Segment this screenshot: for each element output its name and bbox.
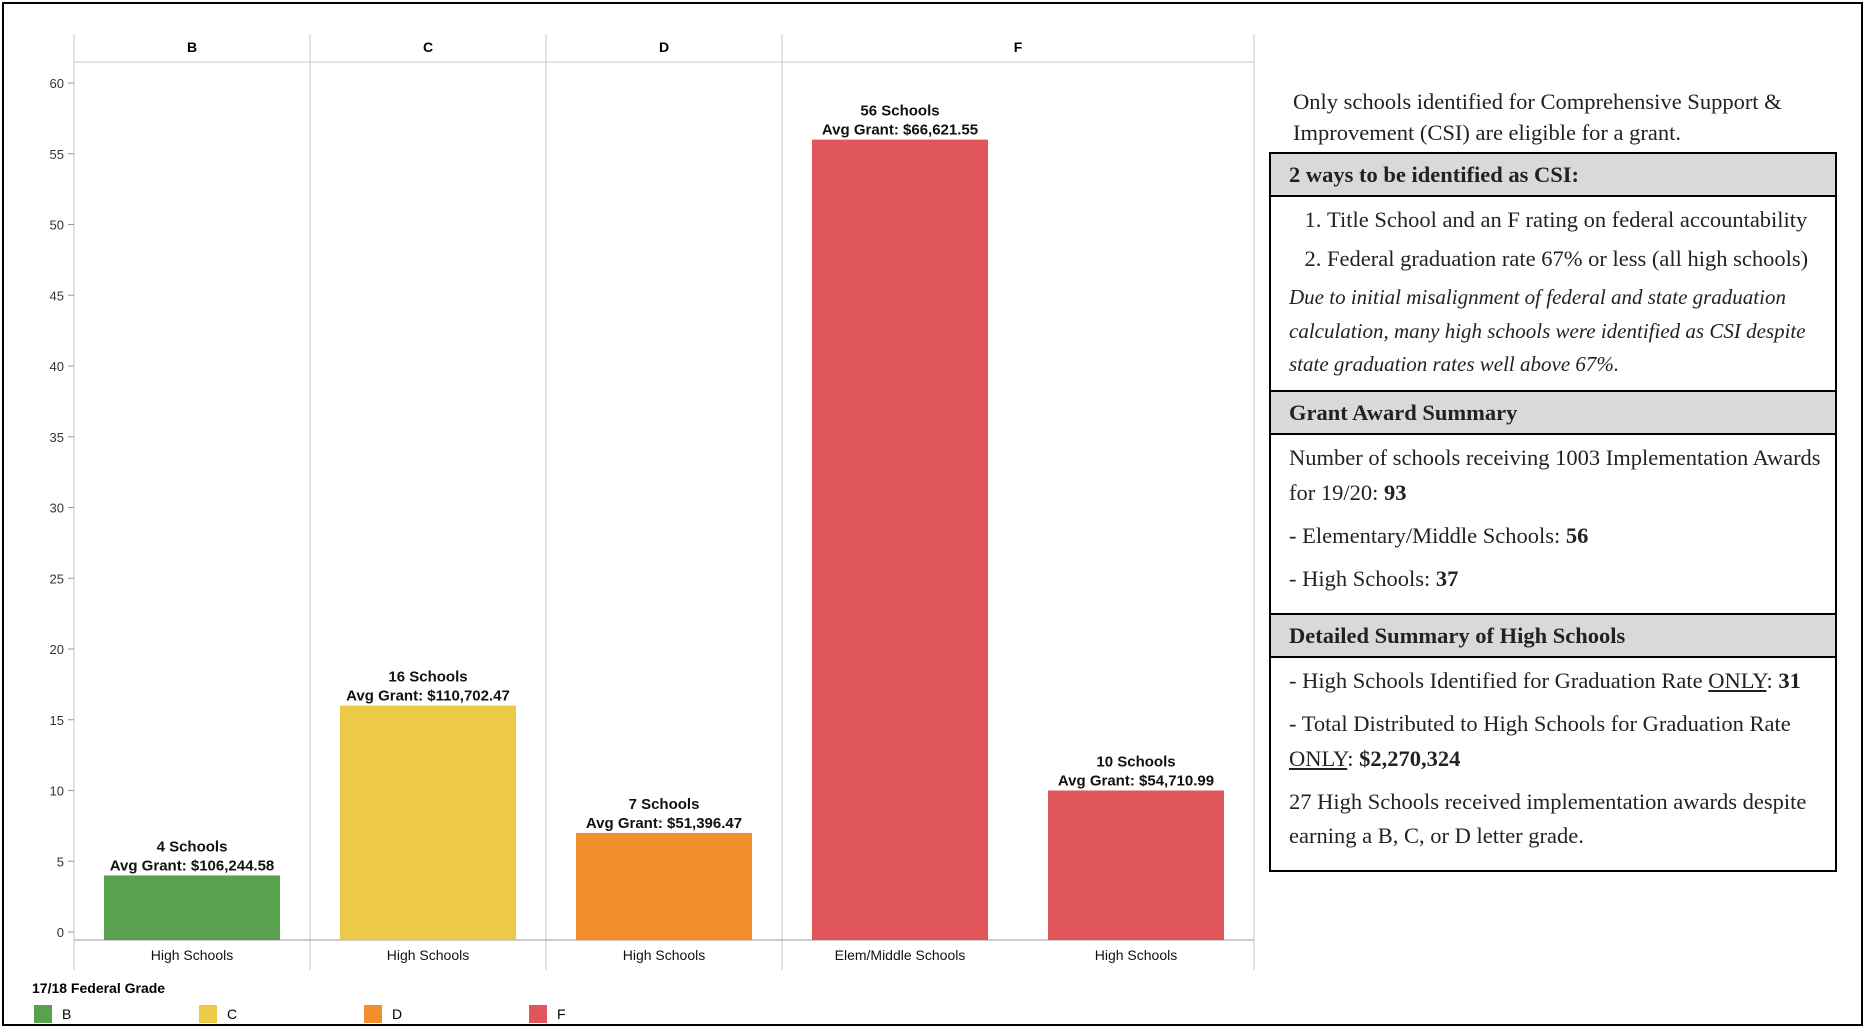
y-tick-label: 60 <box>50 76 64 91</box>
y-tick-label: 55 <box>50 147 64 162</box>
info-panel: Only schools identified for Comprehensiv… <box>1269 86 1837 873</box>
csi-ways-list: Title School and an F rating on federal … <box>1289 203 1823 277</box>
bar-grant-label: Avg Grant: $106,244.58 <box>110 857 275 874</box>
csi-way-item: Title School and an F rating on federal … <box>1327 203 1823 238</box>
grant-summary-header: Grant Award Summary <box>1271 391 1835 436</box>
legend-swatch-d <box>364 1005 382 1023</box>
column-header: B <box>187 39 197 55</box>
bar-chart: B C D F 0 5 10 15 20 25 30 35 40 45 50 55 60 4 Schools Avg… <box>32 34 1255 1023</box>
y-tick-label: 45 <box>50 288 64 303</box>
total-awards-line: Number of schools receiving 1003 Impleme… <box>1289 441 1823 511</box>
legend-swatch-c <box>199 1005 217 1023</box>
only-underline: ONLY <box>1289 745 1348 771</box>
column-header: C <box>423 39 433 55</box>
bar-count-label: 56 Schools <box>860 103 939 120</box>
bar-f <box>812 139 988 941</box>
x-category-label: High Schools <box>151 947 234 963</box>
csi-section: Title School and an F rating on federal … <box>1271 197 1835 392</box>
bar-grant-label: Avg Grant: $51,396.47 <box>586 815 742 832</box>
grad-rate-total-line: - Total Distributed to High Schools for … <box>1289 707 1823 777</box>
misalignment-note: Due to initial misalignment of federal a… <box>1289 285 1806 377</box>
elem-middle-value: 56 <box>1565 522 1589 548</box>
grad-rate-schools-line: - High Schools Identified for Graduation… <box>1289 664 1823 699</box>
colon: : <box>1347 745 1360 771</box>
y-tick-label: 50 <box>50 218 64 233</box>
high-schools-text: - High Schools: <box>1289 565 1436 591</box>
bar-count-label: 7 Schools <box>629 796 700 813</box>
csi-header: 2 ways to be identified as CSI: <box>1271 154 1835 198</box>
bar-count-label: 10 Schools <box>1096 754 1175 771</box>
bar-f <box>1048 790 1224 940</box>
y-tick-label: 40 <box>50 359 64 374</box>
bar-c <box>340 705 516 940</box>
total-awards-value: 93 <box>1384 480 1407 505</box>
y-tick-label: 10 <box>50 784 64 799</box>
total-awards-text: Number of schools receiving 1003 Impleme… <box>1289 445 1821 505</box>
bar-d <box>576 832 752 940</box>
detailed-summary-header: Detailed Summary of High Schools <box>1271 614 1835 658</box>
x-category-label: High Schools <box>623 947 706 963</box>
colon: : <box>1766 667 1779 693</box>
legend-title: 17/18 Federal Grade <box>32 980 165 996</box>
y-tick-label: 0 <box>57 925 64 940</box>
closing-note: 27 High Schools received implementation … <box>1289 788 1807 849</box>
elem-middle-text: - Elementary/Middle Schools: <box>1289 522 1566 548</box>
detailed-summary-section: - High Schools Identified for Graduation… <box>1271 658 1835 870</box>
legend-label: F <box>557 1006 566 1022</box>
y-tick-label: 35 <box>50 430 64 445</box>
bar-grant-label: Avg Grant: $54,710.99 <box>1058 773 1214 790</box>
x-category-label: High Schools <box>387 947 470 963</box>
legend-label: B <box>62 1006 71 1022</box>
grad-rate-total-value: $2,270,324 <box>1359 745 1461 771</box>
x-category-label: Elem/Middle Schools <box>835 947 966 963</box>
csi-way-item: Federal graduation rate 67% or less (all… <box>1327 242 1823 277</box>
high-schools-value: 37 <box>1435 565 1459 591</box>
grad-rate-total-text: - Total Distributed to High Schools for … <box>1289 710 1791 736</box>
y-tick-label: 5 <box>57 854 64 869</box>
grad-rate-schools-text: - High Schools Identified for Graduation… <box>1289 667 1709 693</box>
column-header: D <box>659 39 669 55</box>
intro-text: Only schools identified for Comprehensiv… <box>1293 89 1782 146</box>
info-box: 2 ways to be identified as CSI: Title Sc… <box>1269 152 1837 873</box>
high-schools-line: - High Schools: 37 <box>1289 562 1823 597</box>
y-tick-label: 20 <box>50 642 64 657</box>
legend-label: C <box>227 1006 237 1022</box>
bar-count-label: 16 Schools <box>388 669 467 686</box>
bar-count-label: 4 Schools <box>157 838 228 855</box>
column-header: F <box>1014 39 1023 55</box>
grant-summary-section: Number of schools receiving 1003 Impleme… <box>1271 435 1835 615</box>
legend-label: D <box>392 1006 402 1022</box>
only-underline: ONLY <box>1708 667 1767 693</box>
y-tick-label: 15 <box>50 713 64 728</box>
x-category-label: High Schools <box>1095 947 1178 963</box>
bar-grant-label: Avg Grant: $110,702.47 <box>346 688 510 705</box>
legend-swatch-b <box>34 1005 52 1023</box>
grad-rate-schools-value: 31 <box>1778 667 1801 693</box>
bar-grant-label: Avg Grant: $66,621.55 <box>822 122 978 139</box>
y-tick-label: 25 <box>50 571 64 586</box>
y-tick-label: 30 <box>50 501 64 516</box>
bar-b <box>104 875 280 940</box>
elem-middle-line: - Elementary/Middle Schools: 56 <box>1289 519 1823 554</box>
legend-swatch-f <box>529 1005 547 1023</box>
